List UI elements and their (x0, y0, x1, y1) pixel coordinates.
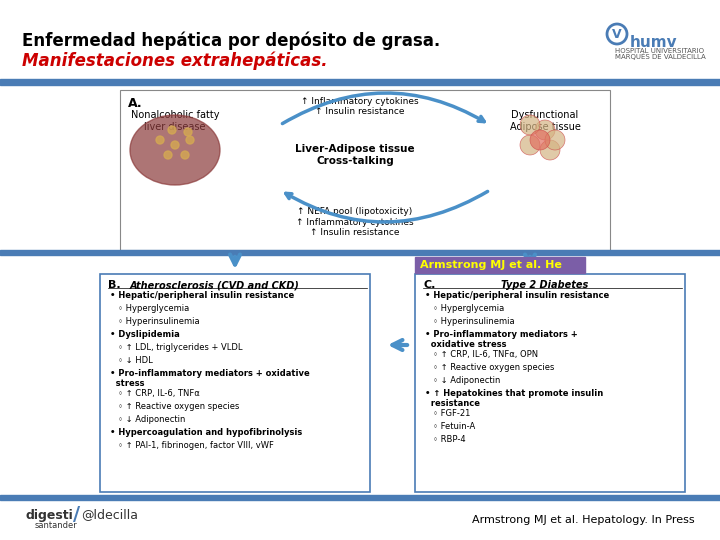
Bar (0, 495, 720, 500)
Bar (0, 250, 720, 255)
Bar (415, 274, 685, 492)
Text: ◦ Hyperinsulinemia: ◦ Hyperinsulinemia (118, 317, 199, 326)
Text: ◦ Hyperglycemia: ◦ Hyperglycemia (433, 304, 504, 313)
Text: santander: santander (35, 522, 78, 530)
Text: • Pro-inflammatory mediators +
  oxidative stress: • Pro-inflammatory mediators + oxidative… (425, 330, 577, 349)
Circle shape (171, 141, 179, 149)
Text: digesti: digesti (25, 509, 73, 522)
Text: Armstrong MJ et al. He: Armstrong MJ et al. He (420, 260, 562, 270)
Text: • Hepatic/peripheral insulin resistance: • Hepatic/peripheral insulin resistance (110, 291, 294, 300)
Text: ◦ Hyperinsulinemia: ◦ Hyperinsulinemia (433, 317, 515, 326)
Text: HOSPITAL UNIVERSITARIO: HOSPITAL UNIVERSITARIO (615, 48, 704, 54)
Text: Manifestaciones extrahepáticas.: Manifestaciones extrahepáticas. (22, 51, 328, 70)
Text: @ldecilla: @ldecilla (81, 509, 138, 522)
Circle shape (520, 135, 540, 155)
Text: humv: humv (630, 35, 678, 50)
Bar (120, 90, 610, 250)
Text: ◦ ↓ HDL: ◦ ↓ HDL (118, 356, 153, 365)
Circle shape (156, 136, 164, 144)
Text: /: / (73, 505, 80, 524)
Bar (100, 274, 370, 492)
Text: Liver-Adipose tissue
Cross-talking: Liver-Adipose tissue Cross-talking (295, 144, 415, 166)
Bar (415, 257, 585, 273)
Text: ◦ ↑ CRP, IL-6, TNFα: ◦ ↑ CRP, IL-6, TNFα (118, 389, 199, 398)
Text: Nonalcoholic fatty
liver disease: Nonalcoholic fatty liver disease (131, 110, 220, 132)
Circle shape (545, 130, 565, 150)
Text: ◦ Fetuin-A: ◦ Fetuin-A (433, 422, 475, 431)
Text: ◦ ↑ LDL, triglycerides + VLDL: ◦ ↑ LDL, triglycerides + VLDL (118, 343, 243, 352)
Circle shape (540, 140, 560, 160)
Text: A.: A. (128, 97, 143, 110)
Text: Type 2 Diabetes: Type 2 Diabetes (501, 280, 589, 290)
Text: ◦ RBP-4: ◦ RBP-4 (433, 435, 466, 444)
Circle shape (168, 126, 176, 134)
Circle shape (530, 130, 550, 150)
Circle shape (181, 151, 189, 159)
Text: Armstrong MJ et al. Hepatology. In Press: Armstrong MJ et al. Hepatology. In Press (472, 515, 695, 525)
Circle shape (184, 128, 192, 136)
Text: ◦ Hyperglycemia: ◦ Hyperglycemia (118, 304, 189, 313)
Text: B.: B. (108, 280, 121, 290)
Circle shape (520, 115, 540, 135)
Text: • Hypercoagulation and hypofibrinolysis: • Hypercoagulation and hypofibrinolysis (110, 428, 302, 437)
Text: • Hepatic/peripheral insulin resistance: • Hepatic/peripheral insulin resistance (425, 291, 609, 300)
Text: ◦ ↑ Reactive oxygen species: ◦ ↑ Reactive oxygen species (118, 402, 239, 411)
Bar (0, 79, 720, 85)
Text: Dysfunctional
Adipose tissue: Dysfunctional Adipose tissue (510, 110, 580, 132)
Circle shape (535, 120, 555, 140)
Circle shape (186, 136, 194, 144)
Text: ↑ NEFA pool (lipotoxicity)
↑ Inflammatory cytokines
↑ Insulin resistance: ↑ NEFA pool (lipotoxicity) ↑ Inflammator… (296, 207, 414, 237)
Text: • Dyslipidemia: • Dyslipidemia (110, 330, 180, 339)
Text: V: V (612, 28, 622, 40)
Text: • ↑ Hepatokines that promote insulin
  resistance: • ↑ Hepatokines that promote insulin res… (425, 389, 603, 408)
Text: Enfermedad hepática por depósito de grasa.: Enfermedad hepática por depósito de gras… (22, 31, 440, 50)
Text: ◦ ↑ PAI-1, fibrinogen, factor VIII, vWF: ◦ ↑ PAI-1, fibrinogen, factor VIII, vWF (118, 441, 274, 450)
Circle shape (164, 151, 172, 159)
Text: ◦ ↓ Adiponectin: ◦ ↓ Adiponectin (433, 376, 500, 385)
Ellipse shape (130, 115, 220, 185)
Text: C.: C. (423, 280, 436, 290)
Text: ◦ ↑ Reactive oxygen species: ◦ ↑ Reactive oxygen species (433, 363, 554, 372)
Text: ↑ Inflammatory cytokines
↑ Insulin resistance: ↑ Inflammatory cytokines ↑ Insulin resis… (301, 97, 419, 117)
Text: • Pro-inflammatory mediators + oxidative
  stress: • Pro-inflammatory mediators + oxidative… (110, 369, 310, 388)
Text: ◦ ↓ Adiponectin: ◦ ↓ Adiponectin (118, 415, 185, 424)
Text: MARQUÉS DE VALDECILLA: MARQUÉS DE VALDECILLA (615, 53, 706, 60)
Text: ◦ ↑ CRP, IL-6, TNFα, OPN: ◦ ↑ CRP, IL-6, TNFα, OPN (433, 350, 538, 359)
Text: ◦ FGF-21: ◦ FGF-21 (433, 409, 470, 418)
Text: Atherosclerosis (CVD and CKD): Atherosclerosis (CVD and CKD) (130, 280, 300, 290)
